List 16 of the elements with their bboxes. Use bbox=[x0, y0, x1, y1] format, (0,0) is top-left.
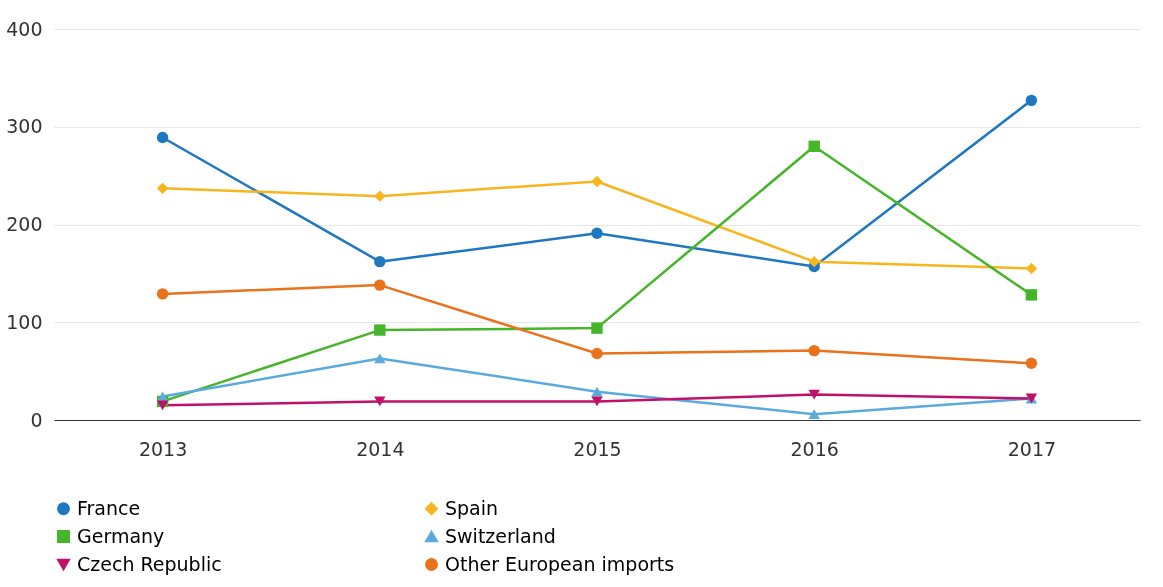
x-tick-label: 2015 bbox=[573, 437, 622, 460]
y-tick-label: 300 bbox=[6, 115, 43, 138]
y-tick-label: 400 bbox=[6, 17, 43, 40]
legend-label: Czech Republic bbox=[77, 552, 222, 575]
y-tick-label: 100 bbox=[6, 310, 43, 333]
legend-label: Spain bbox=[445, 496, 499, 519]
y-tick-label: 200 bbox=[6, 213, 43, 235]
x-tick-label: 2013 bbox=[138, 437, 188, 460]
legend-label: Switzerland bbox=[445, 524, 556, 547]
x-tick-label: 2014 bbox=[356, 437, 405, 460]
x-tick-label: 2016 bbox=[790, 437, 839, 460]
legend-label: Germany bbox=[77, 524, 165, 547]
legend-label: Other European imports bbox=[445, 552, 675, 575]
y-tick-label: 0 bbox=[30, 408, 43, 431]
x-tick-label: 2017 bbox=[1007, 437, 1057, 460]
legend-label: France bbox=[77, 496, 141, 519]
